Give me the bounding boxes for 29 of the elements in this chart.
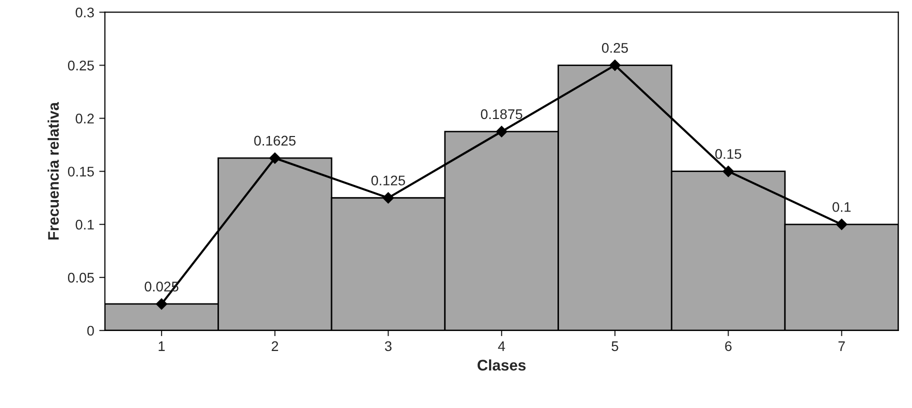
data-label: 0.15 — [715, 149, 742, 159]
y-tick-label: 0.1 — [76, 220, 94, 230]
x-tick-label: 2 — [272, 341, 278, 351]
data-label: 0.1875 — [480, 109, 522, 120]
x-tick-label: 5 — [612, 341, 618, 352]
x-axis-title: Clases — [478, 359, 526, 371]
y-tick-label: 0.3 — [76, 8, 94, 18]
point — [609, 60, 621, 71]
data-label: 0.1625 — [254, 136, 296, 146]
y-tick-label: 0 — [87, 326, 94, 336]
y-tick-label: 0.05 — [68, 272, 94, 283]
x-tick-label: 3 — [384, 341, 392, 352]
x-tick-label: 6 — [725, 341, 732, 352]
y-tick-label: 0.2 — [76, 114, 94, 124]
point — [156, 298, 168, 310]
point — [496, 126, 508, 138]
point — [382, 192, 394, 204]
x-tick-label: 7 — [838, 341, 845, 351]
data-label: 0.25 — [602, 42, 628, 53]
y-axis-title: Frecuencia relativa — [48, 102, 59, 240]
point — [722, 166, 734, 177]
x-tick-label: 4 — [498, 341, 506, 351]
point — [836, 218, 848, 230]
point — [269, 152, 281, 164]
data-label: 0.1 — [832, 202, 851, 212]
x-tick-label: 1 — [158, 341, 165, 351]
data-label: 0.125 — [371, 176, 406, 186]
y-tick-label: 0.25 — [68, 60, 94, 70]
y-tick-label: 0.15 — [68, 166, 94, 177]
